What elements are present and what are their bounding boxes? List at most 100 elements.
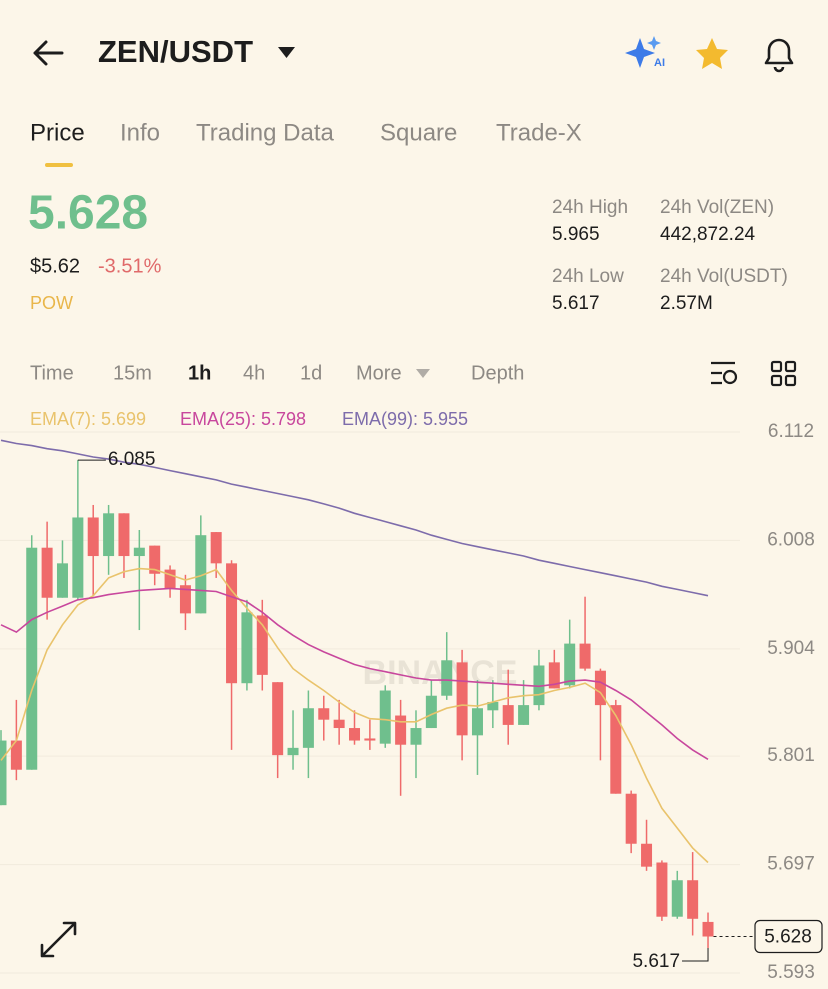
ai-button[interactable]: AI	[625, 36, 665, 69]
candle-body	[118, 513, 130, 557]
alert-button[interactable]	[764, 38, 794, 73]
tag: POW	[30, 293, 73, 313]
stat-label: 24h High	[552, 197, 628, 218]
tab[interactable]: Trade-X	[496, 119, 582, 146]
candle-body	[471, 708, 483, 736]
y-tick-label: 5.801	[767, 745, 815, 766]
more-dropdown[interactable]	[416, 369, 430, 378]
candle-body	[56, 563, 68, 598]
ema-line	[0, 439, 709, 597]
candle-body	[226, 563, 238, 684]
candle-body	[364, 738, 376, 741]
fullscreen-button[interactable]	[40, 921, 77, 958]
y-tick-label: 5.697	[767, 854, 815, 875]
ema-line	[0, 567, 709, 864]
candle-body	[72, 517, 84, 598]
interval-tab[interactable]: 4h	[243, 362, 265, 384]
candle-body	[333, 719, 345, 729]
candle-body	[164, 569, 176, 589]
candle-body	[349, 728, 361, 741]
active-tab-indicator	[45, 163, 73, 167]
stat-value: 5.617	[552, 293, 600, 314]
high-marker-label: 6.085	[108, 449, 156, 470]
candle-body	[87, 517, 99, 557]
interval-tab[interactable]: 1d	[300, 362, 322, 384]
candle-body	[0, 740, 7, 806]
interval-tab[interactable]: More	[356, 362, 402, 384]
legend-entry: EMA(99): 5.955	[342, 409, 468, 429]
usd-price: $5.62	[30, 255, 80, 277]
stat-label: 24h Vol(ZEN)	[660, 197, 774, 218]
layout-button[interactable]	[770, 360, 797, 387]
ema-line	[0, 587, 709, 760]
legend-entry: EMA(7): 5.699	[30, 409, 146, 429]
stat-label: 24h Low	[552, 266, 624, 287]
candle-body	[702, 921, 714, 937]
candle-body	[548, 662, 560, 689]
candle-body	[10, 740, 22, 770]
stat-value: 2.57M	[660, 293, 713, 314]
candle-body	[425, 695, 437, 729]
tab[interactable]: Info	[120, 119, 160, 146]
candle-body	[410, 728, 422, 745]
candle-body	[564, 643, 576, 686]
candle-body	[256, 615, 268, 675]
candle-body	[456, 662, 468, 736]
candle-body	[149, 545, 161, 574]
candle-body	[26, 547, 38, 770]
candle-body	[487, 701, 499, 711]
candle-body	[318, 708, 330, 720]
legend-entry: EMA(25): 5.798	[180, 409, 306, 429]
y-tick-label: 6.008	[767, 529, 815, 550]
candle-body	[610, 705, 622, 794]
candle-body	[579, 643, 591, 669]
last-price-label: 5.628	[764, 927, 812, 948]
candle-body	[41, 547, 53, 598]
back-button[interactable]	[33, 40, 64, 66]
candle-body	[594, 670, 606, 706]
candle-body	[210, 532, 222, 564]
candle-body	[518, 705, 530, 725]
candle-body	[625, 793, 637, 844]
indicator-settings-button[interactable]	[711, 361, 738, 385]
low-marker-label: 5.617	[632, 951, 680, 972]
y-tick-label: 5.593	[767, 962, 815, 983]
stat-value: 5.965	[552, 224, 600, 245]
candle-body	[502, 705, 514, 725]
pair-dropdown[interactable]	[278, 47, 295, 58]
candle-body	[103, 513, 115, 557]
candle-body	[302, 708, 314, 748]
last-price: 5.628	[28, 187, 148, 240]
interval-tab[interactable]: 1h	[188, 362, 211, 384]
candle-body	[179, 585, 191, 614]
candle-body	[656, 862, 668, 917]
interval-tab[interactable]: Depth	[471, 362, 524, 384]
candle-body	[241, 612, 253, 684]
candle-body	[395, 715, 407, 745]
stat-value: 442,872.24	[660, 224, 756, 245]
low-marker-line	[682, 947, 709, 962]
last-price-box	[754, 919, 823, 954]
interval-tab[interactable]: Time	[30, 362, 74, 384]
candle-body	[641, 843, 653, 867]
candle-body	[272, 682, 284, 756]
pair-title[interactable]: ZEN/USDT	[98, 34, 253, 69]
candle-body	[195, 535, 207, 614]
candle-body	[287, 747, 299, 756]
tab[interactable]: Trading Data	[196, 119, 335, 146]
candle-body	[379, 690, 391, 744]
candle-body	[533, 665, 545, 706]
interval-tab[interactable]: 15m	[113, 362, 152, 384]
y-tick-label: 5.904	[767, 638, 815, 659]
candle-body	[671, 880, 683, 917]
tab[interactable]: Square	[380, 119, 457, 146]
candle-body	[441, 660, 453, 696]
candle-body	[687, 880, 699, 919]
stat-label: 24h Vol(USDT)	[660, 266, 788, 287]
svg-text:AI: AI	[654, 57, 665, 69]
y-tick-label: 6.112	[768, 421, 814, 442]
favorite-button[interactable]	[696, 38, 728, 69]
tab[interactable]: Price	[30, 119, 85, 146]
